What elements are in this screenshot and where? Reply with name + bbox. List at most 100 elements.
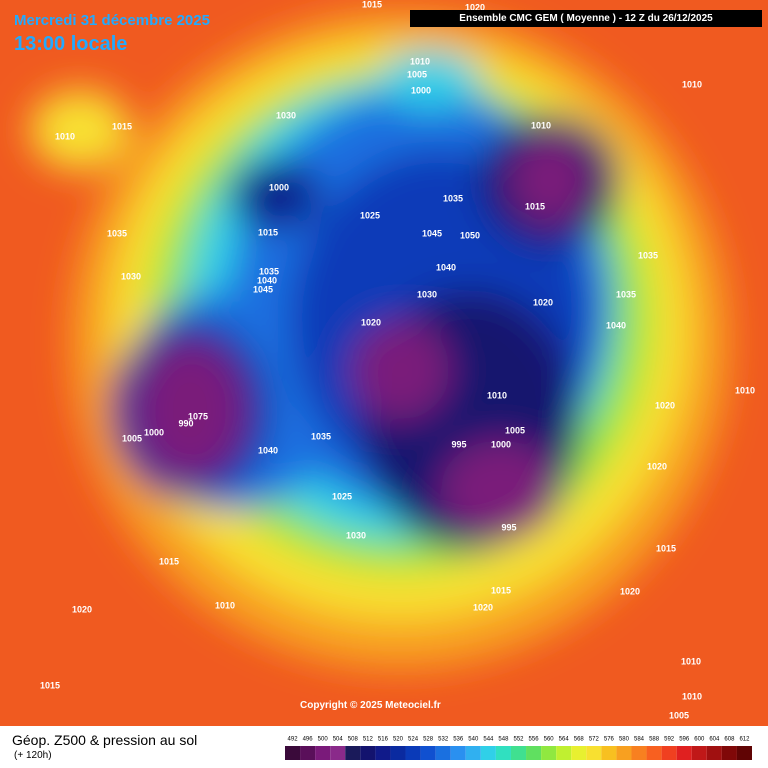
isobar-label: 1010: [215, 600, 235, 610]
isobar-label: 1025: [360, 210, 380, 220]
isobar-label: 1040: [258, 445, 278, 455]
isobar-label: 1075: [188, 411, 208, 421]
isobar-label: 1015: [159, 556, 179, 566]
legend-swatch: [375, 746, 391, 760]
legend-label: 596: [679, 737, 690, 743]
legend-label: 592: [664, 737, 675, 743]
isobar-label: 1015: [656, 543, 676, 553]
isobar-label: 1000: [269, 182, 289, 192]
isobar-label: 1020: [620, 586, 640, 596]
isobar-label: 1015: [258, 227, 278, 237]
isobar-label: 1010: [531, 120, 551, 130]
legend-swatch: [285, 746, 301, 760]
isobar-label: 1010: [55, 131, 75, 141]
legend-swatch: [661, 746, 677, 760]
isobar-label: 1020: [647, 461, 667, 471]
legend-swatch: [450, 746, 466, 760]
isobar-label: 1005: [505, 425, 525, 435]
isobar-label: 1030: [417, 289, 437, 299]
lead-time: (+ 120h): [14, 750, 52, 761]
legend-swatch: [541, 746, 557, 760]
isobar-label: 1015: [40, 680, 60, 690]
isobar-label: 1050: [460, 230, 480, 240]
legend-swatch: [691, 746, 707, 760]
legend-label: 536: [453, 737, 464, 743]
legend-label: 524: [408, 737, 419, 743]
legend-label: 512: [363, 737, 374, 743]
isobar-label: 1030: [346, 530, 366, 540]
footer: Géop. Z500 & pression au sol (+ 120h) 49…: [0, 726, 768, 768]
isobar-label: 1035: [638, 250, 658, 260]
isobar-label: 1020: [655, 400, 675, 410]
legend-label: 496: [303, 737, 314, 743]
isobar-label: 1015: [362, 0, 382, 9]
isobar-label: 990: [178, 418, 193, 428]
isobar-label: 995: [501, 522, 516, 532]
legend-label: 556: [529, 737, 540, 743]
legend-label: 516: [378, 737, 389, 743]
legend-swatch: [721, 746, 737, 760]
legend-label: 532: [438, 737, 449, 743]
legend-swatch: [330, 746, 346, 760]
legend-swatch: [495, 746, 511, 760]
legend-label: 544: [483, 737, 494, 743]
legend-swatch: [676, 746, 692, 760]
legend-swatch: [345, 746, 361, 760]
local-time: 13:00 locale: [14, 33, 128, 55]
legend: 492 496 500 504 508 512 516 520 524 528 532 536 540 5…: [285, 737, 752, 760]
isobar-label: 1030: [121, 271, 141, 281]
legend-label: 552: [513, 737, 524, 743]
legend-label: 608: [724, 737, 735, 743]
legend-swatch: [646, 746, 662, 760]
isobar-label: 1025: [332, 491, 352, 501]
isobar-label: 1020: [473, 602, 493, 612]
isobar-label: 1010: [681, 656, 701, 666]
legend-swatch: [601, 746, 617, 760]
isobar-label: 1045: [422, 228, 442, 238]
isobar-label: 1040: [606, 320, 626, 330]
legend-swatch: [616, 746, 632, 760]
isobar-label: 1045: [253, 284, 273, 294]
copyright: Copyright © 2025 Meteociel.fr: [300, 700, 441, 711]
legend-label: 500: [318, 737, 329, 743]
legend-swatch: [571, 746, 587, 760]
model-title: Ensemble CMC GEM ( Moyenne ) - 12 Z du 2…: [410, 10, 762, 27]
isobar-label: 1005: [669, 710, 689, 720]
legend-label: 568: [574, 737, 585, 743]
legend-label: 612: [739, 737, 750, 743]
date: Mercredi 31 décembre 2025: [14, 12, 210, 29]
isobar-label: 1010: [682, 79, 702, 89]
legend-swatch: [465, 746, 481, 760]
isobar-label: 1020: [361, 317, 381, 327]
legend-label: 604: [709, 737, 720, 743]
isobar-label: 1000: [144, 427, 164, 437]
isobar-label: 995: [451, 439, 466, 449]
isobar-label: 1030: [276, 110, 296, 120]
legend-swatch: [706, 746, 722, 760]
legend-label: 600: [694, 737, 705, 743]
legend-label: 580: [619, 737, 630, 743]
legend-swatch: [360, 746, 376, 760]
legend-label: 588: [649, 737, 660, 743]
isobar-label: 1040: [257, 275, 277, 285]
legend-label: 572: [589, 737, 600, 743]
legend-swatch: [300, 746, 316, 760]
legend-swatch: [526, 746, 542, 760]
isobar-label: 1000: [411, 85, 431, 95]
isobar-label: 1035: [107, 228, 127, 238]
isobar-label: 1020: [533, 297, 553, 307]
legend-swatch: [736, 746, 752, 760]
isobar-label: 1015: [525, 201, 545, 211]
legend-swatch: [510, 746, 527, 760]
legend-label: 520: [393, 737, 404, 743]
isobar-label: 1035: [259, 266, 279, 276]
legend-swatch: [556, 746, 572, 760]
isobar-label: 1005: [122, 433, 142, 443]
legend-swatch: [315, 746, 331, 760]
isobar-label: 1020: [465, 2, 485, 12]
legend-swatch: [405, 746, 421, 760]
legend-swatch: [420, 746, 436, 760]
legend-label: 548: [498, 737, 509, 743]
legend-swatch: [586, 746, 602, 760]
